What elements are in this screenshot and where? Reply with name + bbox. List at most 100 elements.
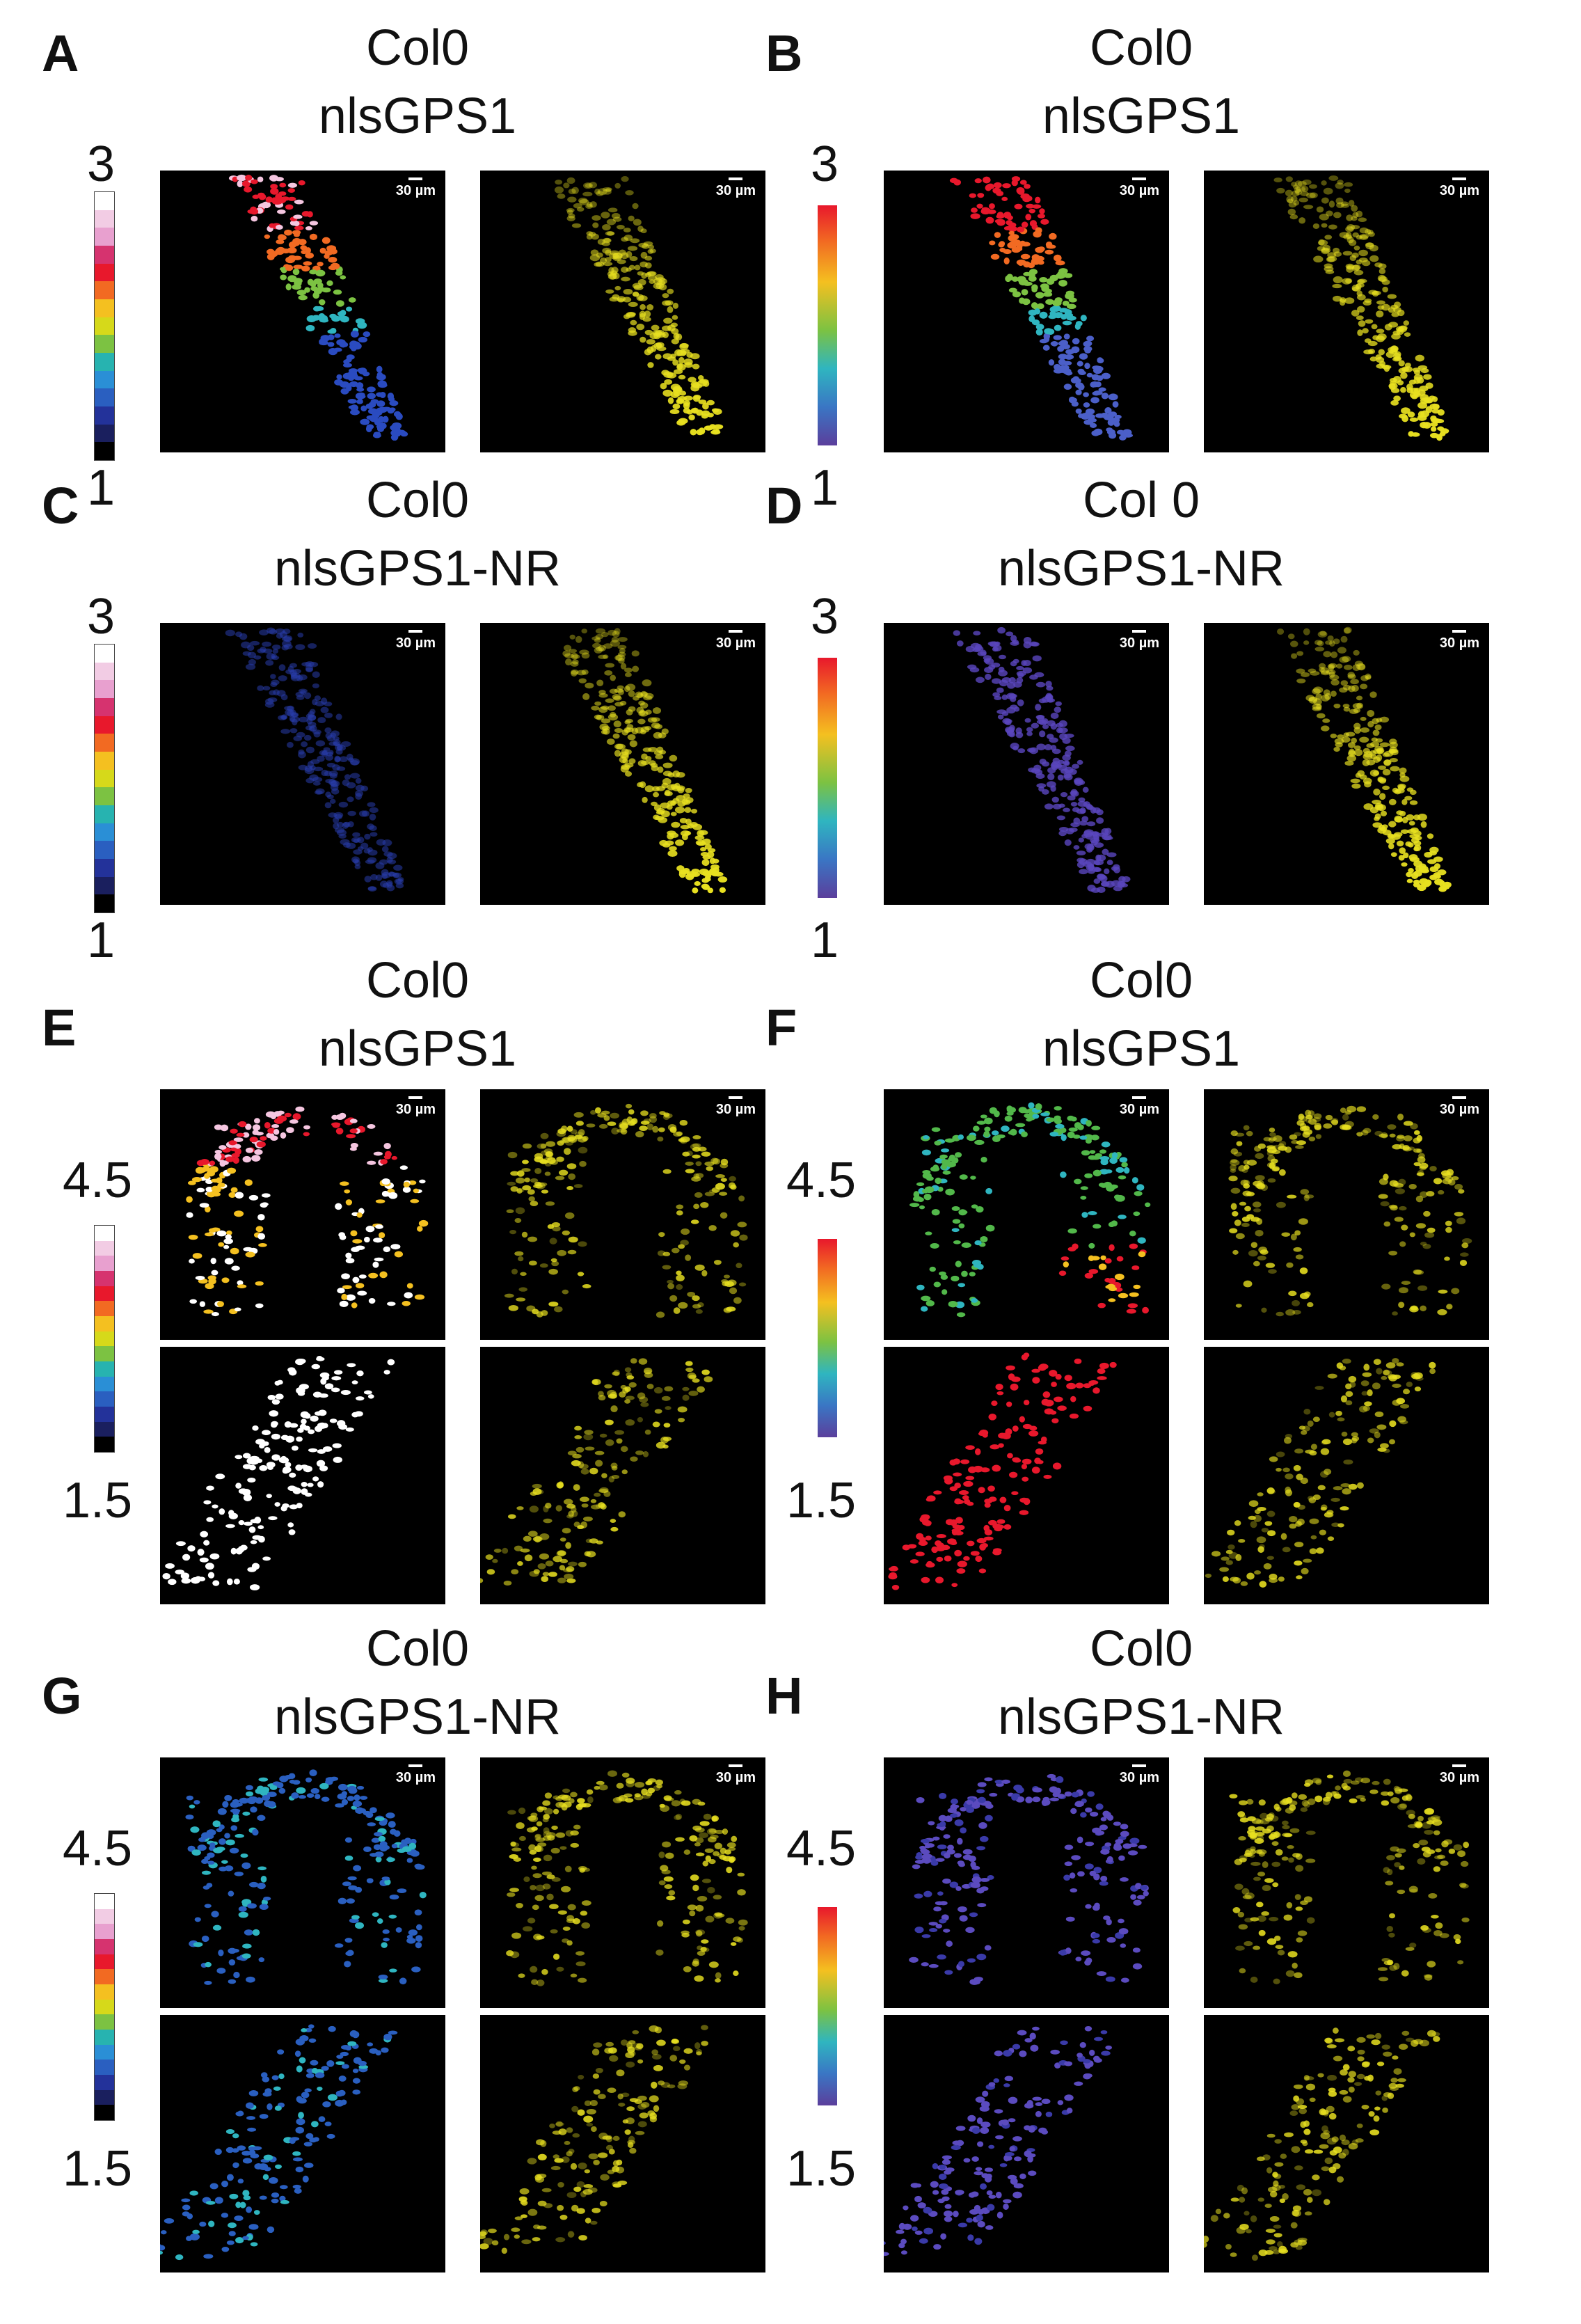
- cell-nucleus: [958, 1134, 964, 1140]
- cell-nucleus: [548, 1572, 557, 1577]
- cell-nucleus: [257, 1233, 266, 1240]
- cell-nucleus: [1360, 1380, 1369, 1386]
- cell-nucleus: [312, 671, 320, 678]
- cell-nucleus: [624, 771, 633, 777]
- cell-nucleus: [1321, 197, 1329, 204]
- cell-nucleus: [216, 1968, 226, 1974]
- cell-nucleus: [958, 1961, 964, 1968]
- cell-nucleus: [205, 1563, 214, 1570]
- cell-nucleus: [545, 1502, 552, 1509]
- cell-nucleus: [1373, 756, 1381, 764]
- cell-nucleus: [993, 182, 1002, 189]
- cell-nucleus: [543, 2203, 553, 2208]
- cell-nucleus: [590, 2220, 598, 2225]
- panel-h: H Col0 nlsGPS1-NR 4.5 1.5 30 µm 30 µm: [765, 1621, 1489, 2272]
- cell-nucleus: [971, 1876, 982, 1883]
- cell-nucleus: [521, 1168, 531, 1172]
- cell-nucleus: [1024, 718, 1031, 723]
- cell-nucleus: [233, 1579, 240, 1585]
- cell-nucleus: [348, 1885, 358, 1890]
- cell-nucleus: [956, 640, 964, 647]
- cell-nucleus: [330, 262, 340, 270]
- scale-bar-label: 30 µm: [1119, 1770, 1159, 1785]
- cell-nucleus: [319, 1393, 328, 1398]
- cell-nucleus: [986, 209, 996, 214]
- cell-nucleus: [1007, 1453, 1013, 1459]
- cell-nucleus: [356, 387, 365, 392]
- cell-nucleus: [1349, 1381, 1356, 1388]
- cell-nucleus: [297, 1428, 304, 1433]
- cell-nucleus: [215, 1473, 225, 1480]
- cell-nucleus: [1411, 1372, 1419, 1379]
- cell-nucleus: [1278, 1576, 1285, 1582]
- cell-nucleus: [1026, 731, 1033, 736]
- cell-nucleus: [701, 1270, 708, 1276]
- cell-nucleus: [987, 1874, 994, 1880]
- cell-nucleus: [187, 1180, 196, 1185]
- cell-nucleus: [637, 718, 646, 725]
- cell-nucleus: [578, 1241, 587, 1247]
- cell-nucleus: [224, 1258, 234, 1265]
- cell-nucleus: [1350, 778, 1360, 784]
- cell-nucleus: [599, 1433, 607, 1438]
- colorbar-step: [95, 388, 114, 407]
- cell-nucleus: [1035, 1448, 1044, 1455]
- cell-nucleus: [573, 2186, 582, 2192]
- cell-nucleus: [625, 190, 634, 196]
- cell-nucleus: [1381, 303, 1390, 311]
- cell-nucleus: [180, 1572, 190, 1579]
- cell-nucleus: [1085, 1807, 1093, 1813]
- colorbar-step: [95, 734, 114, 752]
- cell-nucleus: [1317, 631, 1328, 638]
- cell-nucleus: [235, 1483, 241, 1489]
- cell-nucleus: [391, 1843, 398, 1849]
- sensor-label: nlsGPS1-NR: [273, 1689, 562, 1745]
- cell-nucleus: [389, 400, 399, 406]
- cell-nucleus: [580, 2191, 587, 2197]
- cell-nucleus: [921, 1149, 931, 1156]
- cell-nucleus: [649, 1113, 657, 1119]
- cell-nucleus: [1119, 1157, 1128, 1163]
- cell-nucleus: [611, 1465, 618, 1471]
- cell-nucleus: [339, 756, 349, 762]
- cell-nucleus: [248, 658, 256, 665]
- cell-nucleus: [1458, 1189, 1465, 1194]
- cell-nucleus: [364, 833, 371, 840]
- cell-nucleus: [230, 1547, 237, 1555]
- cell-nucleus: [692, 1958, 699, 1965]
- cell-nucleus: [613, 720, 621, 728]
- cell-nucleus: [985, 1187, 993, 1194]
- cell-nucleus: [1359, 1405, 1368, 1413]
- cell-nucleus: [271, 1399, 280, 1405]
- cell-nucleus: [1070, 1808, 1077, 1815]
- cell-nucleus: [1265, 1263, 1276, 1268]
- cell-nucleus: [566, 1940, 573, 1946]
- cell-nucleus: [352, 2089, 360, 2095]
- cell-nucleus: [941, 1159, 951, 1165]
- cell-nucleus: [230, 1128, 238, 1134]
- cell-nucleus: [706, 412, 714, 418]
- cell-nucleus: [234, 1210, 244, 1217]
- cell-nucleus: [707, 1886, 715, 1894]
- cell-nucleus: [257, 176, 264, 182]
- cell-nucleus: [545, 1151, 553, 1157]
- cell-nucleus: [351, 1302, 358, 1309]
- cell-nucleus: [1364, 338, 1372, 343]
- cell-nucleus: [283, 1466, 292, 1473]
- cell-nucleus: [1267, 1530, 1276, 1537]
- cell-nucleus: [1396, 1848, 1406, 1853]
- cell-nucleus: [909, 1203, 920, 1208]
- cell-nucleus: [678, 1417, 685, 1423]
- cell-nucleus: [596, 191, 604, 196]
- cell-nucleus: [208, 2220, 215, 2227]
- cell-nucleus: [935, 1576, 944, 1584]
- cell-nucleus: [1340, 1107, 1346, 1114]
- cell-nucleus: [921, 1962, 929, 1967]
- cell-nucleus: [587, 202, 593, 208]
- cell-nucleus: [1346, 265, 1353, 273]
- cell-nucleus: [1413, 860, 1423, 867]
- cell-nucleus: [1342, 656, 1351, 663]
- cell-nucleus: [1076, 759, 1083, 765]
- cell-nucleus: [958, 1283, 966, 1288]
- cell-nucleus: [1076, 361, 1083, 367]
